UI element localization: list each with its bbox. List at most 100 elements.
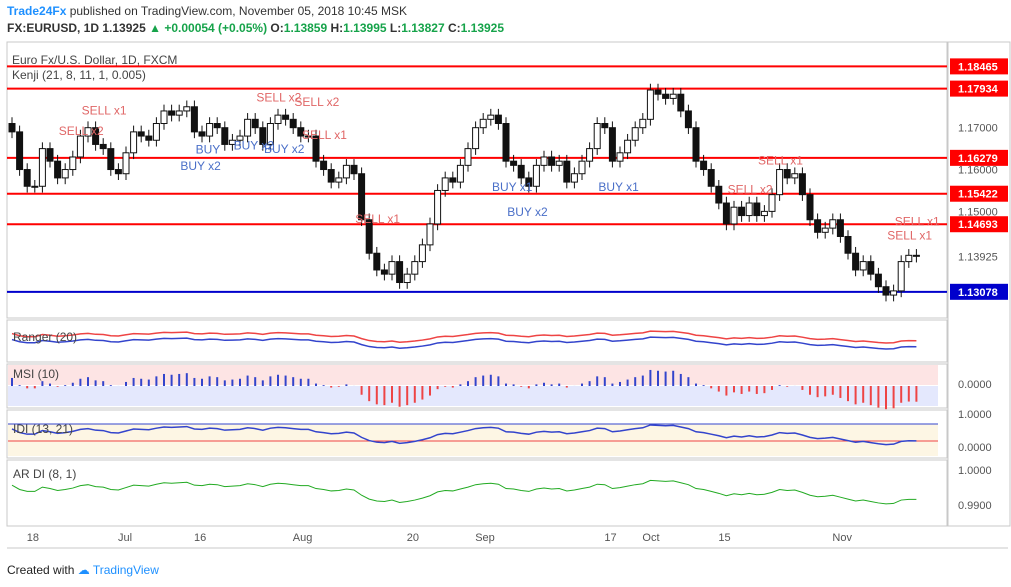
candle-body [700, 160, 708, 171]
candle-body [251, 118, 259, 129]
idi-tick-one: 1.0000 [958, 409, 992, 421]
candle-body [426, 223, 434, 246]
buy-signal-label-4: BUY x1 [492, 180, 533, 194]
last-price: 1.13925 [102, 21, 146, 35]
candle-body [84, 127, 92, 137]
candle-body [160, 110, 168, 125]
open-label: O: [270, 21, 284, 35]
candle-body [890, 290, 898, 296]
candle-body [472, 127, 480, 150]
candle-body [16, 131, 24, 171]
main-pane-frame [6, 41, 948, 319]
candle-body [373, 252, 381, 271]
y-tick-label-2: 1.15000 [958, 206, 998, 218]
price-level-tag-1 [950, 80, 1008, 97]
candle-body [821, 227, 829, 233]
sell-signal-label-1: SELL x1 [82, 103, 127, 117]
candle-body [31, 185, 39, 188]
candle-body [776, 169, 784, 196]
candle-body [335, 177, 343, 183]
candle-body [434, 189, 442, 225]
sell-signal-label-7: SELL x1 [758, 154, 803, 168]
candle-body [540, 156, 548, 166]
price-level-tag-4 [950, 216, 1008, 233]
candle-body [593, 123, 601, 150]
candle-body [669, 93, 677, 99]
candle-body [380, 269, 388, 275]
ohlc-header: FX:EURUSD, 1D 1.13925 ▲ +0.00054 (+0.05%… [7, 21, 504, 35]
candle-body [563, 160, 571, 183]
candle-body [152, 123, 160, 141]
candle-body [244, 118, 252, 137]
candle-body [578, 160, 586, 175]
sell-signal-label-5: SELL x1 [355, 212, 400, 226]
candle-body [912, 254, 920, 257]
publish-header: Trade24Fx published on TradingView.com, … [7, 4, 407, 18]
ardi-label: AR DI (8, 1) [13, 467, 76, 481]
idi-pane-frame [6, 409, 948, 459]
candle-body [266, 123, 274, 145]
candle-body [418, 244, 426, 263]
candle-body [814, 219, 822, 233]
kenji-indicator-label: Kenji (21, 8, 11, 1, 0.005) [12, 68, 146, 82]
candle-body [867, 261, 875, 275]
candle-body [221, 127, 229, 145]
candle-body [677, 93, 685, 112]
candle-body [289, 118, 297, 129]
candle-body [320, 160, 328, 171]
candle-body [411, 261, 419, 275]
candle-body [464, 148, 472, 166]
candle-body [130, 131, 138, 154]
x-tick-label-2: 16 [194, 532, 206, 544]
main-chart-title: Euro Fx/U.S. Dollar, 1D, FXCM [12, 53, 177, 67]
candle-body [46, 148, 54, 162]
candle-body [190, 106, 198, 133]
candle-body [23, 169, 31, 187]
ardi-tick-low: 0.9900 [958, 500, 992, 512]
candle-body [806, 194, 814, 221]
candle-body [107, 148, 115, 171]
msi-pane-frame [6, 363, 948, 409]
candle-body [365, 219, 373, 254]
candle-body [168, 110, 176, 116]
candle-body [715, 185, 723, 204]
candle-body [206, 123, 214, 137]
x-tick-label-7: Oct [642, 532, 659, 544]
candle-body [456, 164, 464, 183]
msi-label: MSI (10) [13, 367, 59, 381]
high-label: H: [330, 21, 344, 35]
candle-body [449, 177, 457, 183]
price-level-label-0: 1.18465 [958, 61, 998, 73]
price-level-label-2: 1.16279 [958, 153, 998, 165]
candle-body [61, 169, 69, 179]
candle-body [327, 169, 335, 183]
candle-body [753, 202, 761, 217]
candle-body [76, 135, 84, 158]
candle-body [502, 123, 510, 162]
high-value: 1.13995 [343, 21, 387, 35]
candle-body [722, 202, 730, 225]
tradingview-link[interactable]: TradingView [92, 563, 159, 577]
candle-body [494, 114, 502, 125]
candle-body [662, 93, 670, 99]
candle-body [388, 261, 396, 275]
candle-body [730, 206, 738, 225]
price-level-label-3: 1.15422 [958, 189, 998, 201]
x-tick-label-6: 17 [604, 532, 616, 544]
candle-body [601, 123, 609, 129]
brand-name[interactable]: Trade24Fx [7, 4, 67, 18]
low-label: L: [389, 21, 402, 35]
candle-body [8, 123, 16, 133]
candle-body [99, 143, 107, 150]
candle-body [145, 135, 153, 141]
candle-body [487, 114, 495, 120]
x-tick-label-1: Jul [118, 532, 132, 544]
x-tick-label-5: Sep [475, 532, 495, 544]
candle-body [616, 152, 624, 162]
candle-body [183, 106, 191, 112]
x-tick-label-3: Aug [293, 532, 313, 544]
sell-signal-label-9: SELL x1 [895, 214, 940, 228]
candle-body [137, 131, 145, 137]
candle-body [852, 252, 860, 271]
